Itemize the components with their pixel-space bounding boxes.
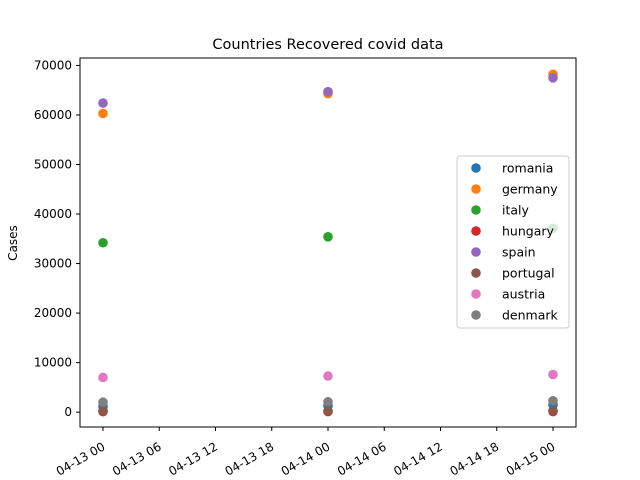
legend-marker-hungary bbox=[471, 226, 481, 236]
data-points bbox=[98, 69, 558, 417]
y-tick-label: 60000 bbox=[34, 108, 72, 122]
legend-label-italy: italy bbox=[502, 203, 530, 218]
point-spain bbox=[98, 98, 108, 108]
point-portugal bbox=[98, 406, 108, 416]
x-tick-label: 04-13 12 bbox=[166, 439, 220, 478]
point-italy bbox=[323, 232, 333, 242]
legend-label-spain: spain bbox=[502, 245, 536, 260]
legend-marker-spain bbox=[471, 247, 481, 257]
x-axis: 04-13 00 04-13 06 04-13 12 04-13 18 04-14 00… bbox=[54, 427, 558, 479]
legend-marker-denmark bbox=[471, 310, 481, 320]
point-germany bbox=[98, 108, 108, 119]
point-italy bbox=[98, 237, 108, 248]
point-denmark bbox=[323, 396, 333, 407]
y-tick-label: 30000 bbox=[34, 257, 72, 271]
x-tick-label: 04-14 12 bbox=[391, 439, 445, 478]
plot-frame bbox=[79, 57, 577, 428]
point-portugal bbox=[323, 406, 333, 416]
legend-label-hungary: hungary bbox=[502, 224, 555, 239]
point-portugal bbox=[548, 405, 558, 416]
y-tick-label: 40000 bbox=[34, 207, 72, 221]
legend-marker-italy bbox=[471, 205, 481, 215]
y-axis-title: Cases bbox=[6, 225, 20, 261]
legend-label-germany: germany bbox=[502, 182, 558, 197]
y-tick-label: 50000 bbox=[34, 157, 72, 171]
x-tick-label: 04-14 06 bbox=[335, 439, 389, 478]
legend-marker-romania bbox=[471, 163, 481, 173]
point-austria bbox=[548, 369, 558, 380]
legend-label-portugal: portugal bbox=[502, 266, 555, 281]
legend-label-denmark: denmark bbox=[502, 308, 559, 323]
x-tick-label: 04-13 06 bbox=[110, 439, 164, 478]
y-axis: 0 10000 20000 30000 40000 50000 60000 70000 bbox=[34, 58, 80, 419]
point-spain bbox=[548, 73, 558, 83]
x-tick-label: 04-15 00 bbox=[504, 439, 558, 478]
point-denmark bbox=[548, 395, 558, 406]
legend-box bbox=[456, 155, 570, 329]
x-tick-label: 04-14 18 bbox=[448, 439, 502, 478]
y-tick-label: 0 bbox=[64, 405, 72, 419]
legend-marker-germany bbox=[471, 184, 481, 194]
x-tick-label: 04-14 00 bbox=[279, 439, 333, 478]
y-tick-label: 10000 bbox=[34, 356, 72, 370]
legend-label-austria: austria bbox=[502, 287, 545, 302]
x-tick-label: 04-13 18 bbox=[223, 439, 277, 478]
y-tick-label: 70000 bbox=[34, 58, 72, 72]
y-tick-label: 20000 bbox=[34, 306, 72, 320]
point-austria bbox=[323, 371, 333, 381]
legend-marker-portugal bbox=[471, 268, 481, 278]
point-austria bbox=[98, 372, 108, 383]
point-denmark bbox=[98, 397, 108, 408]
legend-marker-austria bbox=[471, 289, 481, 299]
point-spain bbox=[323, 86, 333, 97]
chart-title: Countries Recovered covid data bbox=[212, 37, 443, 53]
x-tick-label: 04-13 00 bbox=[54, 439, 108, 478]
legend-label-romania: romania bbox=[502, 161, 553, 176]
legend: romania germany italy hungary spain portugal a… bbox=[456, 155, 570, 329]
